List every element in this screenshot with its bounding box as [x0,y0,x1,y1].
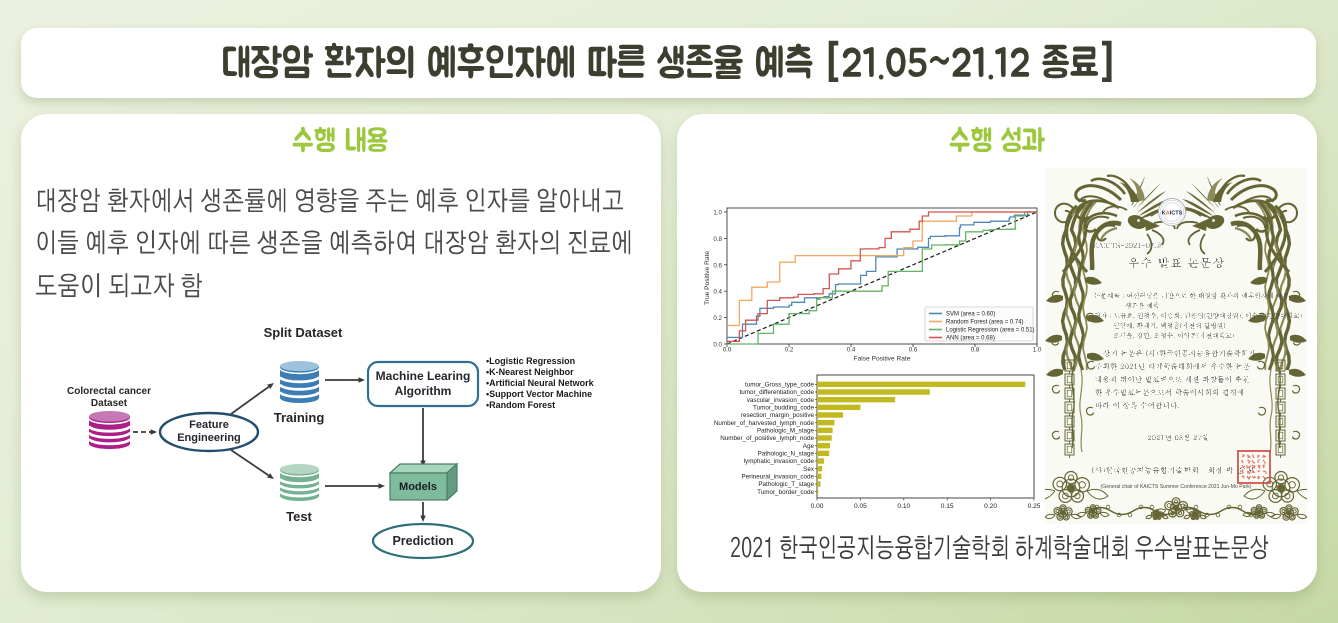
svg-text:tumor_Gross_type_code: tumor_Gross_type_code [745,382,814,389]
svg-text:tumor_differentiation_code: tumor_differentiation_code [740,389,815,396]
svg-text:Pathologic_M_stage: Pathologic_M_stage [757,428,815,435]
svg-text:0.05: 0.05 [854,503,867,510]
svg-text:0.25: 0.25 [1028,503,1041,510]
svg-text:1.0: 1.0 [713,210,722,217]
svg-text:vascular_invasion_code: vascular_invasion_code [747,397,815,404]
svg-text:Models: Models [399,481,437,493]
svg-text:0.2: 0.2 [713,315,722,322]
svg-text:Machine Learing: Machine Learing [376,369,471,383]
svg-text:Logistic Regression (area = 0.: Logistic Regression (area = 0.51) [946,328,1035,334]
svg-text:Feature: Feature [189,419,229,431]
svg-text:True Positive Rate: True Positive Rate [704,251,711,305]
svg-text:0.6: 0.6 [713,262,722,269]
svg-text:0.4: 0.4 [713,289,722,296]
svg-text:Split Dataset: Split Dataset [264,325,343,340]
svg-text:Training: Training [274,410,325,425]
svg-text:0.4: 0.4 [847,347,856,354]
svg-text:0.0: 0.0 [713,342,722,349]
svg-text:Colorectal cancer: Colorectal cancer [67,386,151,397]
svg-text:0.00: 0.00 [811,503,824,510]
svg-text:•K-Nearest Neighbor: •K-Nearest Neighbor [486,367,574,377]
svg-text:lymphatic_invasion_code: lymphatic_invasion_code [744,458,815,465]
svg-text:0.6: 0.6 [909,347,918,354]
svg-text:Dataset: Dataset [91,398,128,409]
svg-text:Algorithm: Algorithm [395,384,452,398]
svg-text:0.20: 0.20 [984,503,997,510]
svg-text:Number_of_positive_lymph_node: Number_of_positive_lymph_node [720,435,814,442]
svg-text:•Random Forest: •Random Forest [486,400,555,410]
svg-text:0.8: 0.8 [713,236,722,243]
svg-text:Engineering: Engineering [177,432,241,444]
svg-text:Random Forest (area = 0.74): Random Forest (area = 0.74) [946,320,1024,326]
svg-text:0.15: 0.15 [941,503,954,510]
svg-text:•Support Vector Machine: •Support Vector Machine [486,389,592,399]
svg-text:Prediction: Prediction [392,534,453,548]
svg-text:0.8: 0.8 [971,347,980,354]
svg-text:False Positive Rate: False Positive Rate [854,356,911,363]
svg-text:resection_margin_positive: resection_margin_positive [741,412,815,419]
svg-text:(General chair of KAICTS Summe: (General chair of KAICTS Summer Conferen… [1101,484,1252,490]
svg-text:0.10: 0.10 [897,503,910,510]
svg-text:KAICTS: KAICTS [1162,210,1183,216]
svg-text:Perineural_invasion_code: Perineural_invasion_code [742,474,815,481]
svg-text:Pathologic_T_stage: Pathologic_T_stage [758,481,814,488]
svg-text:Tumor_border_code: Tumor_border_code [757,489,814,496]
svg-text:SVM (area = 0.60): SVM (area = 0.60) [946,312,995,318]
svg-text:Test: Test [286,509,312,524]
svg-text:1.0: 1.0 [1033,347,1042,354]
svg-text:ANN (area = 0.68): ANN (area = 0.68) [946,336,995,342]
svg-text:Age: Age [803,443,815,450]
svg-text:•Logistic Regression: •Logistic Regression [486,356,575,366]
svg-text:Tumor_budding_code: Tumor_budding_code [753,405,815,412]
svg-text:0.0: 0.0 [723,347,732,354]
svg-text:0.2: 0.2 [785,347,794,354]
svg-text:Number_of_harvested_lymph_node: Number_of_harvested_lymph_node [714,420,815,427]
svg-text:•Artificial Neural Network: •Artificial Neural Network [486,378,595,388]
svg-text:Sex: Sex [803,466,815,473]
svg-text:Pathologic_N_stage: Pathologic_N_stage [758,451,815,458]
